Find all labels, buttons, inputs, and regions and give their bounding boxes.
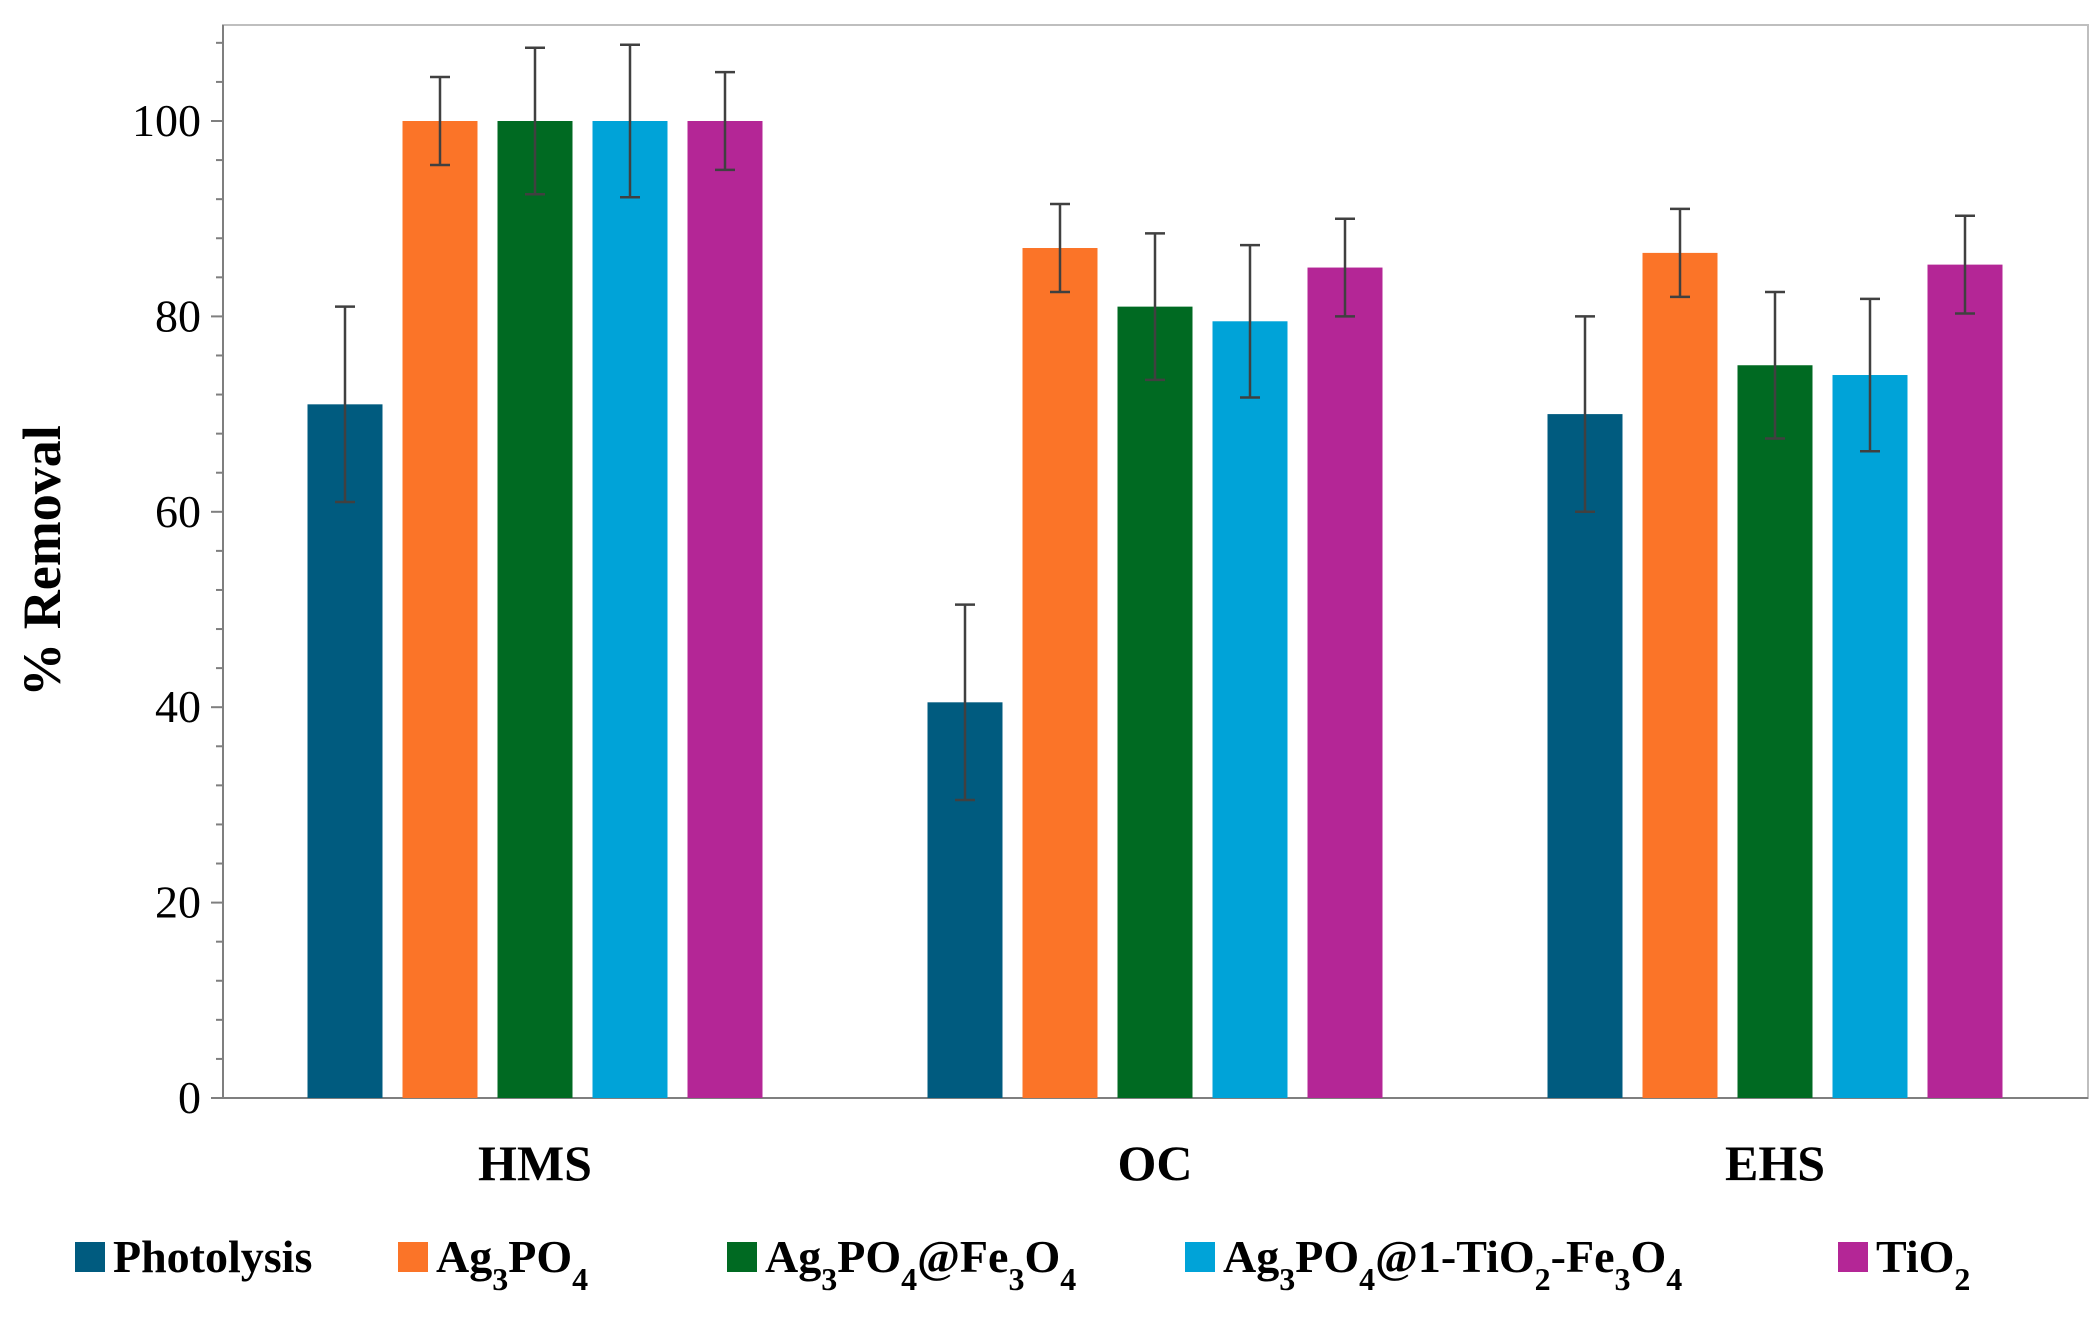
y-tick-label: 80 xyxy=(155,290,201,341)
legend: Photolysis Ag3PO4 Ag3PO4@Fe3O4 Ag3PO4@1-TiO… xyxy=(75,1231,1970,1297)
error-bars-group xyxy=(335,43,1975,802)
y-tick-label: 100 xyxy=(132,95,201,146)
legend-label-4: Ag3PO4@1-TiO2-Fe3O4 xyxy=(1223,1231,1682,1297)
bar-ehs-5 xyxy=(1927,264,2003,1098)
bar-ehs-2 xyxy=(1642,252,1718,1098)
bar-oc-2 xyxy=(1022,248,1098,1098)
bar-hms-3 xyxy=(497,121,573,1098)
legend-label-5: TiO2 xyxy=(1876,1231,1970,1297)
legend-label-1: Photolysis xyxy=(113,1231,312,1282)
y-tick-label: 20 xyxy=(155,877,201,928)
y-axis-title: % Removal xyxy=(12,425,72,696)
legend-swatch-3 xyxy=(727,1242,757,1272)
bar-ehs-3 xyxy=(1737,365,1813,1098)
bar-hms-1 xyxy=(307,404,383,1099)
legend-swatch-2 xyxy=(398,1242,428,1272)
legend-swatch-4 xyxy=(1185,1242,1215,1272)
legend-label-3: Ag3PO4@Fe3O4 xyxy=(765,1231,1076,1297)
bar-hms-5 xyxy=(687,121,763,1098)
bar-hms-2 xyxy=(402,121,478,1098)
bar-ehs-4 xyxy=(1832,375,1908,1098)
y-tick-label: 60 xyxy=(155,486,201,537)
legend-swatch-5 xyxy=(1838,1242,1868,1272)
y-tick-label: 0 xyxy=(178,1072,201,1123)
bar-ehs-1 xyxy=(1547,414,1623,1099)
y-tick-label: 40 xyxy=(155,681,201,732)
bar-oc-4 xyxy=(1212,321,1288,1098)
x-category-label: HMS xyxy=(478,1135,592,1191)
legend-label-2: Ag3PO4 xyxy=(436,1231,588,1297)
bar-oc-3 xyxy=(1117,306,1193,1098)
x-category-label: EHS xyxy=(1725,1135,1825,1191)
bar-oc-5 xyxy=(1307,267,1383,1098)
legend-swatch-1 xyxy=(75,1242,105,1272)
bars-group xyxy=(307,121,2003,1099)
bar-hms-4 xyxy=(592,121,668,1098)
x-category-label: OC xyxy=(1118,1135,1193,1191)
x-axis-labels: HMS OC EHS xyxy=(478,1135,1825,1191)
